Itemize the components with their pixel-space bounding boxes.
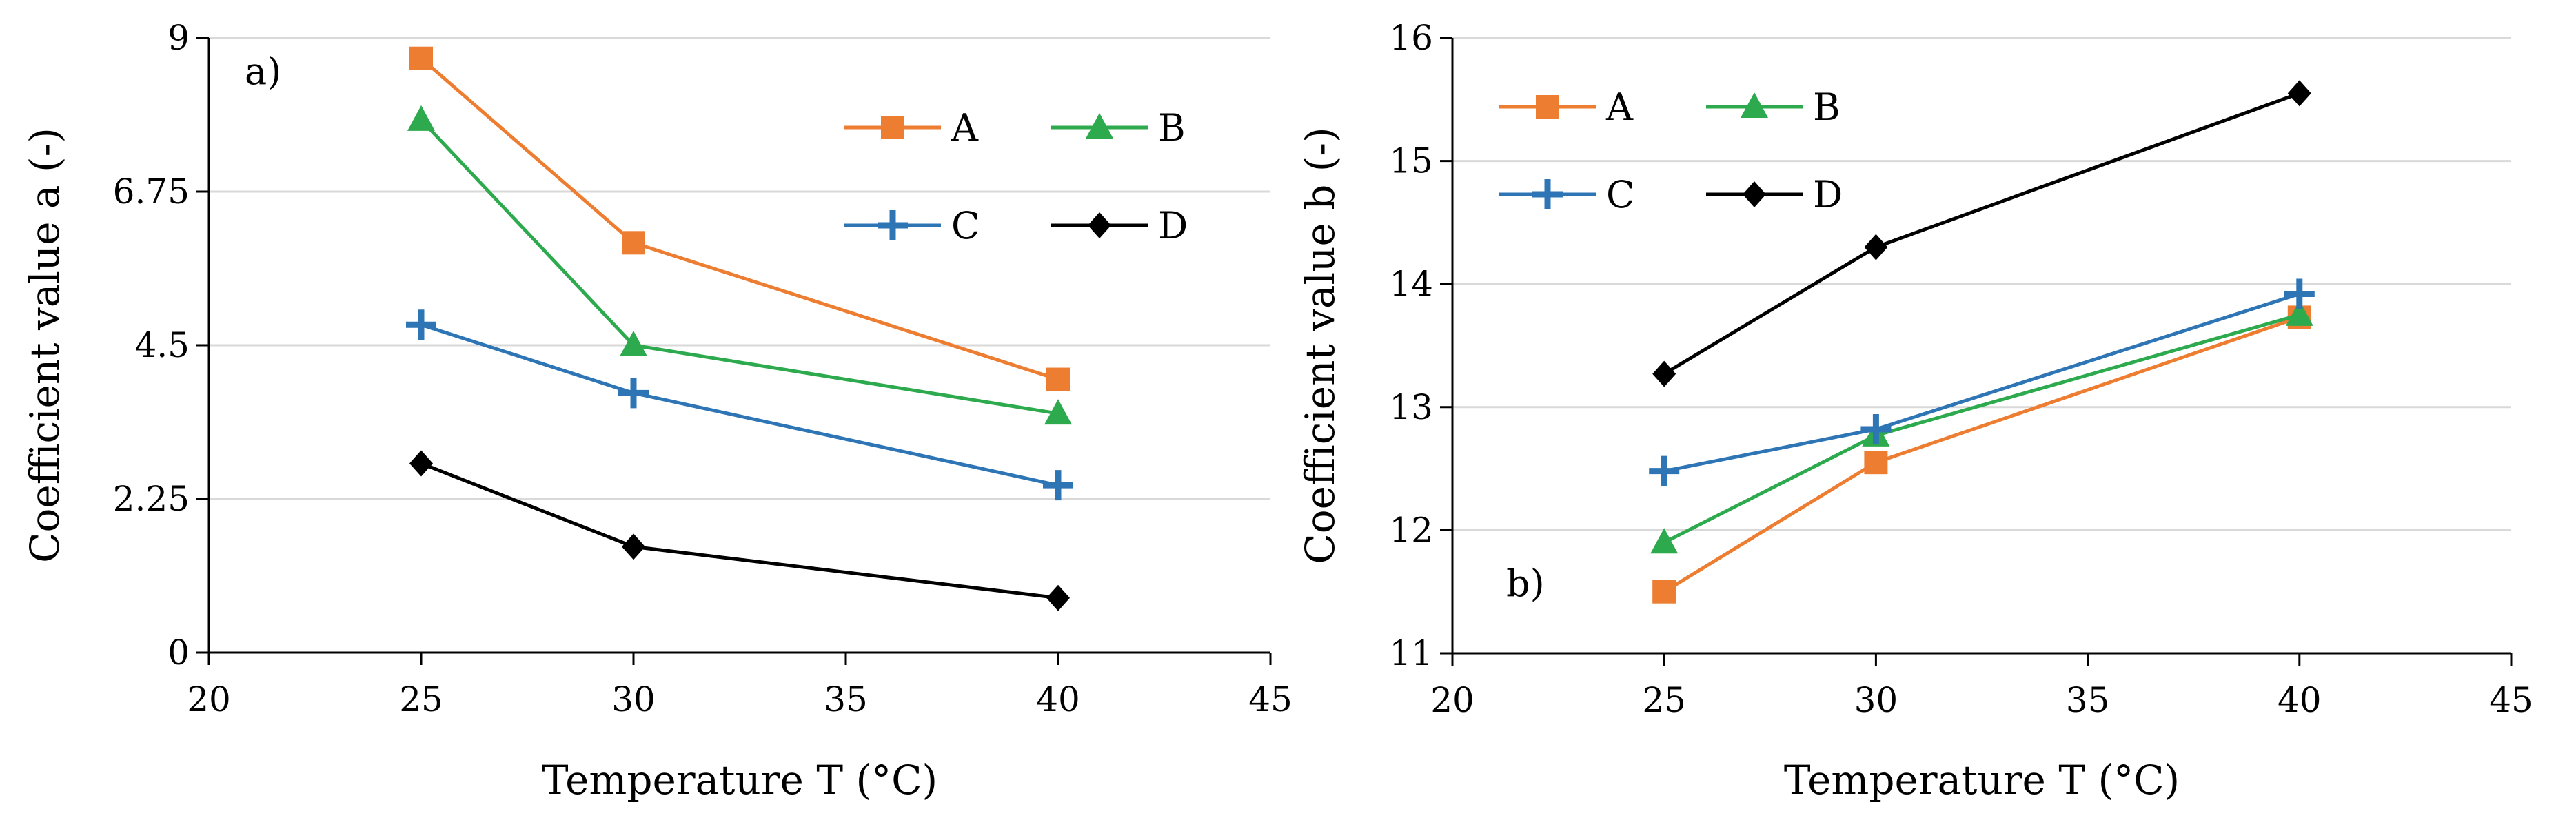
y-tick-label: 2.25 (113, 479, 190, 519)
series-line-c (1663, 292, 2300, 473)
chart-panel-a: 0 2.25 4.5 6.75 9 20 25 30 35 40 45 Temperature T (… (21, 18, 1292, 803)
series-line-d (1663, 92, 2300, 376)
series-line-d (420, 462, 1059, 600)
x-tick-label: 20 (1430, 680, 1474, 720)
x-tick-label: 25 (1642, 680, 1686, 720)
data-point-b-30 (620, 331, 647, 356)
y-axis-title: Coefficient value b (-) (1297, 127, 1343, 564)
x-tick-label: 40 (1036, 679, 1080, 719)
legend-marker-a (1536, 95, 1559, 119)
y-tick-label: 13 (1389, 387, 1433, 427)
x-tick-label: 30 (611, 679, 656, 719)
panel-label: b) (1506, 562, 1545, 605)
data-point-d-30 (622, 533, 645, 560)
data-point-c-30 (1860, 413, 1892, 444)
data-point-a-25 (409, 46, 433, 70)
x-tick-label: 30 (1854, 680, 1898, 720)
legend-marker-a (881, 116, 904, 139)
legend-label-b: B (1813, 85, 1840, 129)
y-tick-label: 15 (1389, 141, 1433, 181)
y-tick-label: 11 (1389, 633, 1433, 673)
legend-marker-c (878, 210, 908, 240)
x-tick-label: 45 (2489, 680, 2533, 720)
x-tick-label: 20 (187, 679, 231, 719)
legend-label-b: B (1158, 106, 1186, 150)
legend-label-d: D (1158, 204, 1188, 247)
data-point-b-25 (407, 105, 435, 131)
y-tick-label: 0 (168, 633, 190, 673)
data-point-c-25 (406, 309, 436, 340)
x-axis-title: Temperature T (°C) (1784, 757, 2180, 803)
data-point-d-25 (409, 450, 433, 477)
data-point-a-30 (1864, 451, 1888, 475)
x-tick-label: 35 (824, 679, 868, 719)
legend-label-d: D (1813, 173, 1843, 216)
y-axis-title: Coefficient value a (-) (21, 127, 68, 563)
legend-label-c: C (951, 204, 980, 247)
data-point-c-25 (1649, 455, 1680, 486)
x-axis-title: Temperature T (°C) (542, 757, 937, 803)
y-tick-label: 12 (1389, 510, 1433, 550)
legend-marker-b (1741, 92, 1768, 118)
data-point-b-40 (2285, 300, 2313, 326)
data-point-d-25 (1652, 360, 1676, 387)
y-tick-label: 9 (168, 18, 190, 58)
data-point-a-25 (1652, 580, 1676, 604)
data-point-b-25 (1650, 528, 1679, 554)
x-tick-label: 45 (1248, 679, 1292, 719)
x-tick-label: 35 (2066, 680, 2110, 720)
legend-marker-d (1743, 181, 1766, 207)
data-point-a-40 (1046, 367, 1070, 391)
y-tick-label: 16 (1389, 18, 1433, 58)
series-line-b (420, 119, 1059, 416)
legend-label-c: C (1606, 173, 1634, 216)
legend-marker-d (1088, 212, 1111, 238)
data-point-d-40 (2287, 80, 2311, 107)
panel-label: a) (245, 50, 281, 93)
legend-label-a: A (1605, 85, 1634, 129)
data-point-d-30 (1864, 234, 1888, 260)
x-tick-label: 25 (399, 679, 443, 719)
data-point-d-40 (1046, 584, 1070, 611)
chart-panel-b: 11 12 13 14 15 16 20 25 30 35 40 45 Temperature T (°… (1297, 18, 2533, 803)
y-tick-label: 6.75 (113, 172, 190, 212)
data-point-b-40 (1044, 399, 1072, 425)
data-point-c-40 (1043, 470, 1073, 501)
x-tick-label: 40 (2278, 680, 2322, 720)
data-point-c-30 (618, 378, 649, 409)
data-point-c-40 (2284, 278, 2315, 309)
y-tick-label: 14 (1389, 264, 1433, 304)
y-tick-label: 4.5 (134, 325, 190, 365)
series-line-a (1663, 316, 2300, 593)
legend-label-a: A (951, 106, 979, 150)
legend-marker-b (1086, 113, 1113, 139)
data-point-a-30 (622, 231, 645, 255)
legend-marker-c (1532, 179, 1563, 209)
